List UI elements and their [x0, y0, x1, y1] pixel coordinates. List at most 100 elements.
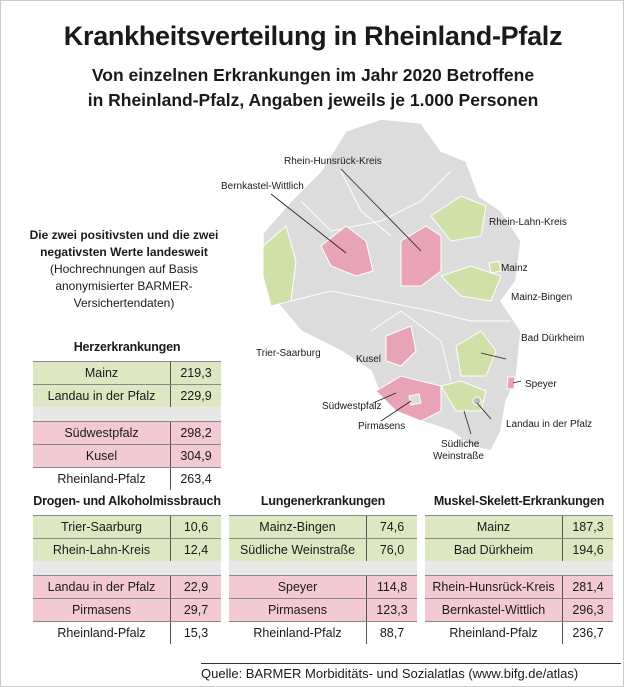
map-region-pirmasens — [408, 393, 422, 406]
table-row: Bernkastel-Wittlich 296,3 — [425, 598, 613, 621]
region-value: 88,7 — [379, 626, 405, 640]
table-row: Pirmasens 29,7 — [33, 598, 221, 621]
table-separator — [229, 561, 417, 575]
region-name: Landau in der Pfalz — [33, 576, 171, 598]
map-region-trier-saarburg — [262, 225, 297, 307]
page-title: Krankheitsverteilung in Rheinland-Pfalz — [63, 21, 563, 51]
source-note: Quelle: BARMER Morbiditäts- und Sozialat… — [201, 663, 621, 681]
region-name: Südwestpfalz — [33, 422, 171, 444]
table-row: Landau in der Pfalz 22,9 — [33, 575, 221, 598]
table-2: Lungenerkrankungen Mainz-Bingen 74,6 Südlic… — [229, 491, 417, 644]
map-label-bernkastel-wittlich: Bernkastel-Wittlich — [221, 181, 304, 192]
map-label-landau: Landau in der Pfalz — [506, 419, 592, 430]
table-row: Mainz 187,3 — [425, 515, 613, 538]
map-label-mainz: Mainz — [501, 263, 528, 274]
region-value: 194,6 — [572, 543, 604, 557]
region-value: 219,3 — [180, 366, 212, 380]
map-region-speyer — [506, 376, 516, 390]
table-row: Mainz 219,3 — [33, 361, 221, 384]
region-name: Rheinland-Pfalz — [33, 622, 171, 644]
table-row: Rheinland-Pfalz 88,7 — [229, 621, 417, 644]
region-name: Rhein-Lahn-Kreis — [33, 539, 171, 561]
region-name: Mainz — [33, 362, 171, 384]
region-value: 263,4 — [180, 472, 212, 486]
region-name: Pirmasens — [33, 599, 171, 621]
table-row: Rhein-Lahn-Kreis 12,4 — [33, 538, 221, 561]
map-label-pirmasens: Pirmasens — [358, 421, 405, 432]
table-row: Südliche Weinstraße 76,0 — [229, 538, 417, 561]
region-name: Rheinland-Pfalz — [425, 622, 563, 644]
table-row: Bad Dürkheim 194,6 — [425, 538, 613, 561]
region-value: 123,3 — [376, 603, 408, 617]
table-title: Lungenerkrankungen — [260, 494, 386, 508]
region-value: 15,3 — [183, 626, 209, 640]
region-value: 296,3 — [572, 603, 604, 617]
map-label-rhein-lahn-kreis: Rhein-Lahn-Kreis — [489, 217, 567, 228]
region-value: 74,6 — [379, 520, 405, 534]
region-name: Mainz — [425, 516, 563, 538]
region-name: Trier-Saarburg — [33, 516, 171, 538]
table-row: Pirmasens 123,3 — [229, 598, 417, 621]
region-value: 76,0 — [379, 543, 405, 557]
region-value: 22,9 — [183, 580, 209, 594]
map-label-rhein-hunsrueck-kreis: Rhein-Hunsrück-Kreis — [284, 156, 382, 167]
map-region-bernkastel-wittlich — [320, 225, 374, 277]
table-row: Südwestpfalz 298,2 — [33, 421, 221, 444]
region-name: Mainz-Bingen — [229, 516, 367, 538]
subtitle-line-1: Von einzelnen Erkrankungen im Jahr 2020 … — [91, 65, 535, 85]
region-name: Südliche Weinstraße — [229, 539, 367, 561]
region-value: 236,7 — [572, 626, 604, 640]
map-label-trier-saarburg: Trier-Saarburg — [256, 348, 321, 359]
map-region-landau — [472, 396, 482, 406]
region-value: 229,9 — [180, 389, 212, 403]
region-value: 298,2 — [180, 426, 212, 440]
map-region-mainz-bingen — [440, 265, 502, 302]
region-name: Bad Dürkheim — [425, 539, 563, 561]
table-row: Rheinland-Pfalz 236,7 — [425, 621, 613, 644]
intro-heading: Die zwei positivsten und die zwei negati… — [29, 228, 219, 259]
map-region-mainz — [488, 260, 502, 274]
region-name: Rheinland-Pfalz — [33, 468, 171, 490]
table-3: Muskel-Skelett-Erkrankungen Mainz 187,3 Bad… — [425, 491, 613, 644]
table-row: Rhein-Hunsrück-Kreis 281,4 — [425, 575, 613, 598]
table-separator — [33, 561, 221, 575]
table-row: Mainz-Bingen 74,6 — [229, 515, 417, 538]
table-row: Rheinland-Pfalz 15,3 — [33, 621, 221, 644]
map-region-bad-duerkheim — [455, 330, 497, 377]
region-name: Speyer — [229, 576, 367, 598]
map-label-suedliche-weinstrasse-2: Weinstraße — [433, 451, 484, 462]
table-separator — [33, 407, 221, 421]
intro-note: (Hochrechnungen auf Basis anonymisierter… — [49, 262, 199, 310]
region-name: Rheinland-Pfalz — [229, 622, 367, 644]
region-value: 10,6 — [183, 520, 209, 534]
table-title: Muskel-Skelett-Erkrankungen — [433, 494, 605, 508]
region-value: 29,7 — [183, 603, 209, 617]
region-name: Rhein-Hunsrück-Kreis — [425, 576, 563, 598]
map-label-mainz-bingen: Mainz-Bingen — [511, 292, 572, 303]
region-name: Bernkastel-Wittlich — [425, 599, 563, 621]
map-label-kusel: Kusel — [356, 354, 381, 365]
region-value: 304,9 — [180, 449, 212, 463]
map-label-suedliche-weinstrasse-1: Südliche — [441, 439, 480, 450]
region-name: Kusel — [33, 445, 171, 467]
table-row: Kusel 304,9 — [33, 444, 221, 467]
table-1: Drogen- und Alkoholmissbrauch Trier-Saarb… — [33, 491, 221, 644]
map-label-speyer: Speyer — [525, 379, 557, 390]
map-region-kusel — [385, 325, 417, 367]
region-value: 12,4 — [183, 543, 209, 557]
table-title: Drogen- und Alkoholmissbrauch — [33, 494, 221, 508]
region-value: 281,4 — [572, 580, 604, 594]
table-row: Speyer 114,8 — [229, 575, 417, 598]
region-value: 187,3 — [572, 520, 604, 534]
table-title: Herzerkrankungen — [73, 340, 181, 354]
table-row: Landau in der Pfalz 229,9 — [33, 384, 221, 407]
table-row: Trier-Saarburg 10,6 — [33, 515, 221, 538]
map-region-rhein-lahn-kreis — [430, 195, 487, 242]
intro-text: Die zwei positivsten und die zwei negati… — [19, 227, 229, 312]
table-separator — [425, 561, 613, 575]
map-leader-lines — [270, 168, 522, 435]
table-0: Herzerkrankungen Mainz 219,3 Landau in der … — [33, 337, 221, 490]
table-row: Rheinland-Pfalz 263,4 — [33, 467, 221, 490]
